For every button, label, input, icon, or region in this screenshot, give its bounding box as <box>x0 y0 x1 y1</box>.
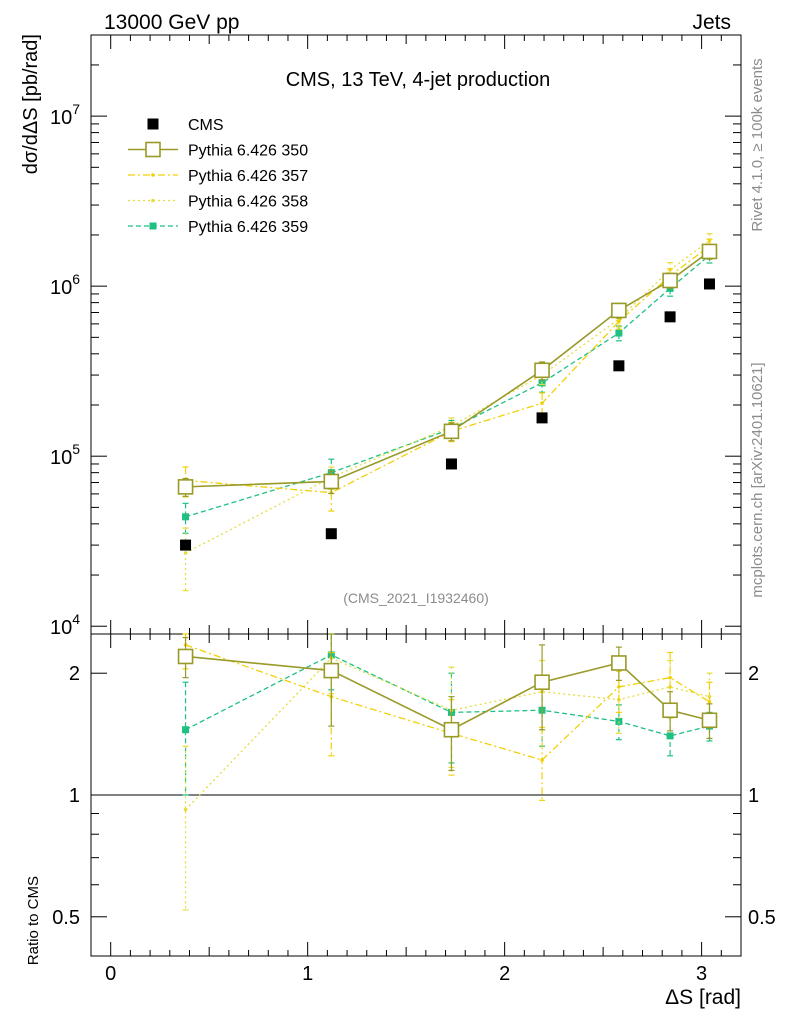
ratio-point <box>615 717 623 725</box>
data-point <box>534 362 550 379</box>
ratio-tick-label-left: 2 <box>69 663 80 685</box>
ratio-series-layer <box>177 633 718 911</box>
data-point <box>445 458 457 470</box>
y-tick-label-exponent: 5 <box>72 441 80 457</box>
rivet-version-label: Rivet 4.1.0, ≥ 100k events <box>749 58 766 231</box>
y-tick-label-exponent: 6 <box>72 271 80 287</box>
ratio-point <box>443 721 460 738</box>
chart-title: CMS, 13 TeV, 4-jet production <box>286 69 551 91</box>
ratio-point <box>666 732 674 740</box>
x-axis-title: ΔS [rad] <box>665 986 741 1009</box>
legend-marker <box>151 198 155 203</box>
y-tick-label: 106 <box>50 271 80 299</box>
data-point <box>703 278 715 290</box>
ratio-tick-label-right: 0.5 <box>748 907 776 929</box>
ratio-tick-labels: 0.5 0.5 1 1 2 2 <box>52 663 776 929</box>
ratio-point <box>534 674 550 691</box>
ratio-tick-label-right: 2 <box>748 663 759 685</box>
ratio-point <box>182 726 190 734</box>
main-series-layer <box>177 233 718 592</box>
ratio-point <box>323 662 340 679</box>
data-point <box>701 243 718 260</box>
ratio-point <box>668 675 672 680</box>
ratio-tick-label-left: 1 <box>69 785 80 807</box>
legend: CMS Pythia 6.426 350 Pythia 6.426 357 Pythi… <box>128 117 308 236</box>
legend-label: CMS <box>188 117 224 134</box>
data-point <box>611 302 627 319</box>
ratio-point <box>540 758 544 762</box>
ratio-tick-label-right: 1 <box>748 785 759 807</box>
x-tick-label: 2 <box>499 963 510 985</box>
y-tick-label-base: 10 <box>50 277 72 299</box>
legend-item: Pythia 6.426 350 <box>128 141 308 160</box>
ratio-series-pythia-6-426-350 <box>177 633 718 772</box>
y-axis-title: dσ/dΔS [pb/rad] <box>20 34 42 174</box>
legend-label: Pythia 6.426 350 <box>188 143 308 160</box>
y-tick-label-base: 10 <box>50 447 72 469</box>
data-point <box>540 401 544 405</box>
y-tick-label: 107 <box>50 101 80 129</box>
ratio-point <box>177 648 194 665</box>
legend-marker <box>145 141 161 158</box>
header-process-label: Jets <box>692 11 731 34</box>
legend-label: Pythia 6.426 357 <box>188 168 308 185</box>
data-point <box>180 539 192 551</box>
legend-label: Pythia 6.426 358 <box>188 194 308 211</box>
legend-item: Pythia 6.426 359 <box>128 219 308 236</box>
ratio-point <box>617 685 621 689</box>
series-cms-data <box>180 278 715 551</box>
y-tick-label-base: 10 <box>50 617 72 639</box>
y-tick-label-base: 10 <box>50 107 72 129</box>
ratio-point <box>183 807 188 812</box>
legend-item: Pythia 6.426 357 <box>128 168 308 185</box>
ratio-point <box>662 702 678 719</box>
data-point <box>662 272 678 289</box>
data-point <box>177 479 194 495</box>
data-point <box>613 360 625 372</box>
x-tick-label: 1 <box>302 963 313 985</box>
data-point <box>536 412 548 424</box>
legend-item: Pythia 6.426 358 <box>128 194 308 211</box>
data-point <box>443 423 460 440</box>
ratio-point <box>707 699 712 704</box>
ratio-point <box>701 712 718 729</box>
legend-item: CMS <box>147 117 224 134</box>
data-point <box>615 329 623 337</box>
y-tick-label-exponent: 7 <box>72 101 80 117</box>
y-tick-label: 104 <box>50 611 80 639</box>
y-tick-label: 105 <box>50 441 80 469</box>
data-point <box>617 319 621 324</box>
header-energy-label: 13000 GeV pp <box>104 11 239 34</box>
x-tick-label: 3 <box>696 963 707 985</box>
analysis-label: (CMS_2021_I1932460) <box>343 590 489 606</box>
data-point <box>323 473 340 490</box>
axis-ticks <box>91 34 741 957</box>
data-point <box>182 513 190 521</box>
mcplots-source-label: mcplots.cern.ch [arXiv:2401.10621] <box>749 362 766 597</box>
x-tick-label: 0 <box>105 963 116 985</box>
ratio-point <box>611 655 627 671</box>
data-point <box>664 311 676 323</box>
data-point <box>325 528 337 540</box>
legend-label: Pythia 6.426 359 <box>188 219 308 236</box>
legend-marker <box>147 118 159 130</box>
legend-marker <box>149 222 157 230</box>
ratio-point <box>707 694 712 699</box>
series-pythia-6-426-350 <box>177 243 718 497</box>
legend-marker <box>151 173 155 177</box>
y-tick-label-exponent: 4 <box>72 611 80 627</box>
data-point <box>183 551 188 555</box>
ratio-axis-title: Ratio to CMS <box>25 876 42 965</box>
x-tick-labels: 0 1 2 3 <box>105 963 707 985</box>
ratio-tick-label-left: 0.5 <box>52 907 80 929</box>
